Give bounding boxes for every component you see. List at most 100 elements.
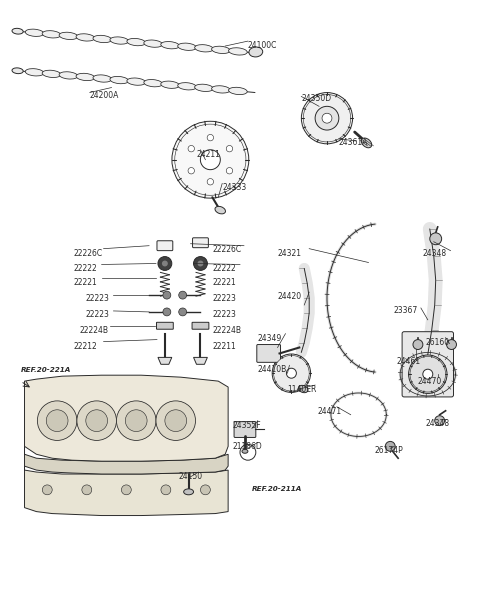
- Ellipse shape: [195, 45, 213, 52]
- Text: 24100C: 24100C: [248, 41, 277, 50]
- Text: 24361A: 24361A: [339, 138, 368, 147]
- Ellipse shape: [110, 37, 129, 44]
- Circle shape: [46, 410, 68, 431]
- Polygon shape: [24, 375, 228, 461]
- Text: 24348: 24348: [426, 419, 450, 428]
- Ellipse shape: [59, 71, 78, 79]
- Circle shape: [163, 308, 171, 316]
- Ellipse shape: [76, 34, 95, 41]
- Ellipse shape: [361, 138, 372, 148]
- Text: 24355F: 24355F: [232, 420, 261, 430]
- Ellipse shape: [144, 40, 163, 47]
- Ellipse shape: [242, 449, 248, 453]
- Circle shape: [201, 485, 210, 495]
- Circle shape: [301, 93, 353, 144]
- Circle shape: [125, 410, 147, 431]
- Ellipse shape: [25, 68, 44, 76]
- Text: 21186D: 21186D: [232, 442, 262, 452]
- Circle shape: [430, 233, 442, 245]
- Ellipse shape: [212, 86, 230, 93]
- Text: 22212: 22212: [74, 342, 98, 351]
- Circle shape: [163, 291, 171, 299]
- Ellipse shape: [249, 47, 263, 57]
- Ellipse shape: [161, 81, 180, 89]
- Circle shape: [226, 167, 233, 174]
- Ellipse shape: [228, 87, 247, 95]
- Ellipse shape: [228, 48, 247, 55]
- Text: 24211: 24211: [196, 150, 220, 159]
- Ellipse shape: [299, 386, 308, 393]
- Circle shape: [158, 257, 172, 271]
- Circle shape: [165, 410, 187, 431]
- Ellipse shape: [184, 489, 193, 495]
- FancyBboxPatch shape: [402, 332, 454, 397]
- Ellipse shape: [212, 46, 230, 54]
- Ellipse shape: [215, 207, 226, 214]
- FancyBboxPatch shape: [156, 323, 173, 329]
- Circle shape: [82, 485, 92, 495]
- Ellipse shape: [178, 82, 196, 90]
- Text: 22223: 22223: [212, 294, 236, 303]
- Text: 22222: 22222: [74, 265, 98, 274]
- Text: 24461: 24461: [396, 357, 420, 367]
- Circle shape: [272, 354, 311, 392]
- Text: 24200A: 24200A: [90, 90, 119, 100]
- Text: 22211: 22211: [212, 342, 236, 351]
- Text: 26160: 26160: [426, 338, 450, 346]
- Circle shape: [410, 356, 445, 392]
- Circle shape: [156, 401, 195, 441]
- Text: 24470: 24470: [418, 377, 442, 386]
- Ellipse shape: [12, 68, 23, 74]
- Polygon shape: [24, 466, 228, 516]
- Circle shape: [117, 401, 156, 441]
- Circle shape: [408, 355, 447, 393]
- Text: 24471: 24471: [317, 407, 341, 416]
- Circle shape: [320, 112, 334, 125]
- Circle shape: [200, 150, 220, 170]
- Ellipse shape: [93, 35, 112, 43]
- Circle shape: [179, 308, 187, 316]
- Text: 22221: 22221: [212, 279, 236, 287]
- Circle shape: [42, 485, 52, 495]
- Text: 24420: 24420: [277, 292, 302, 301]
- Text: 24333: 24333: [222, 183, 246, 192]
- Text: 23367: 23367: [393, 306, 418, 315]
- Ellipse shape: [110, 76, 129, 84]
- Circle shape: [423, 369, 433, 379]
- Polygon shape: [193, 357, 207, 364]
- Ellipse shape: [127, 78, 145, 86]
- Ellipse shape: [127, 38, 145, 46]
- FancyBboxPatch shape: [192, 238, 208, 247]
- FancyBboxPatch shape: [257, 345, 280, 362]
- FancyBboxPatch shape: [192, 323, 209, 329]
- Circle shape: [86, 410, 108, 431]
- Text: REF.20-221A: REF.20-221A: [21, 367, 71, 373]
- Text: 22223: 22223: [212, 310, 236, 319]
- Text: 22223: 22223: [86, 310, 110, 319]
- Text: 22221: 22221: [74, 279, 98, 287]
- Circle shape: [197, 260, 204, 266]
- Circle shape: [179, 291, 187, 299]
- Text: 22226C: 22226C: [74, 249, 103, 258]
- Ellipse shape: [76, 73, 95, 81]
- Ellipse shape: [93, 75, 112, 82]
- Circle shape: [172, 121, 249, 198]
- Circle shape: [274, 356, 309, 391]
- Circle shape: [175, 124, 246, 196]
- Text: REF.20-211A: REF.20-211A: [252, 486, 302, 492]
- Text: 1140ER: 1140ER: [288, 385, 317, 394]
- Text: 22223: 22223: [86, 294, 110, 303]
- Circle shape: [193, 257, 207, 271]
- Circle shape: [315, 106, 339, 130]
- Text: 24410B: 24410B: [258, 365, 287, 375]
- Circle shape: [287, 368, 296, 378]
- Text: 22226C: 22226C: [212, 245, 241, 254]
- Ellipse shape: [25, 29, 44, 37]
- Circle shape: [385, 441, 395, 452]
- Text: 26174P: 26174P: [374, 447, 403, 455]
- Ellipse shape: [12, 28, 23, 34]
- Ellipse shape: [42, 31, 61, 38]
- Circle shape: [413, 340, 423, 349]
- Circle shape: [207, 134, 214, 141]
- Circle shape: [162, 260, 168, 266]
